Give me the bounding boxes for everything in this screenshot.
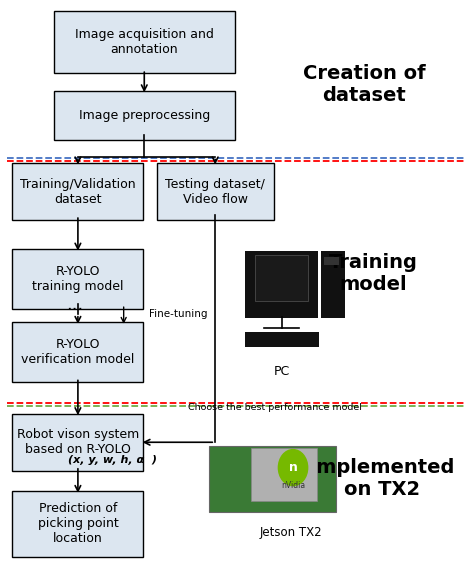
- FancyBboxPatch shape: [156, 163, 274, 220]
- FancyBboxPatch shape: [245, 251, 318, 318]
- Text: Training/Validation
dataset: Training/Validation dataset: [20, 178, 136, 205]
- Text: n: n: [289, 461, 298, 474]
- FancyBboxPatch shape: [251, 448, 317, 501]
- FancyBboxPatch shape: [324, 257, 339, 265]
- FancyBboxPatch shape: [54, 91, 235, 140]
- Text: ···: ···: [66, 301, 83, 319]
- FancyBboxPatch shape: [321, 251, 345, 318]
- Text: R-YOLO
training model: R-YOLO training model: [32, 265, 124, 293]
- Text: Implemented
on TX2: Implemented on TX2: [310, 459, 455, 500]
- FancyBboxPatch shape: [12, 322, 143, 382]
- Text: Testing dataset/
Video flow: Testing dataset/ Video flow: [165, 178, 265, 205]
- FancyBboxPatch shape: [255, 255, 309, 301]
- FancyBboxPatch shape: [12, 163, 143, 220]
- FancyBboxPatch shape: [209, 446, 336, 512]
- Text: (x, y, w, h, α  ): (x, y, w, h, α ): [68, 455, 157, 465]
- FancyBboxPatch shape: [12, 249, 143, 309]
- FancyBboxPatch shape: [245, 332, 319, 347]
- Text: nVidia: nVidia: [281, 481, 305, 490]
- Text: Robot vison system
based on R-YOLO: Robot vison system based on R-YOLO: [17, 428, 139, 456]
- FancyBboxPatch shape: [54, 11, 235, 73]
- Text: Image preprocessing: Image preprocessing: [79, 109, 210, 122]
- Text: Prediction of
picking point
location: Prediction of picking point location: [37, 502, 118, 546]
- FancyBboxPatch shape: [12, 414, 143, 471]
- Text: Choose the best performance model: Choose the best performance model: [188, 403, 362, 412]
- Text: Image acquisition and
annotation: Image acquisition and annotation: [75, 28, 214, 56]
- Text: Fine-tuning: Fine-tuning: [149, 309, 207, 319]
- Text: Training
model: Training model: [328, 253, 418, 294]
- Text: Creation of
dataset: Creation of dataset: [303, 64, 425, 105]
- Text: PC: PC: [273, 365, 290, 378]
- Text: Jetson TX2: Jetson TX2: [259, 526, 322, 539]
- Text: R-YOLO
verification model: R-YOLO verification model: [21, 338, 135, 366]
- FancyBboxPatch shape: [12, 491, 143, 556]
- Circle shape: [278, 450, 308, 486]
